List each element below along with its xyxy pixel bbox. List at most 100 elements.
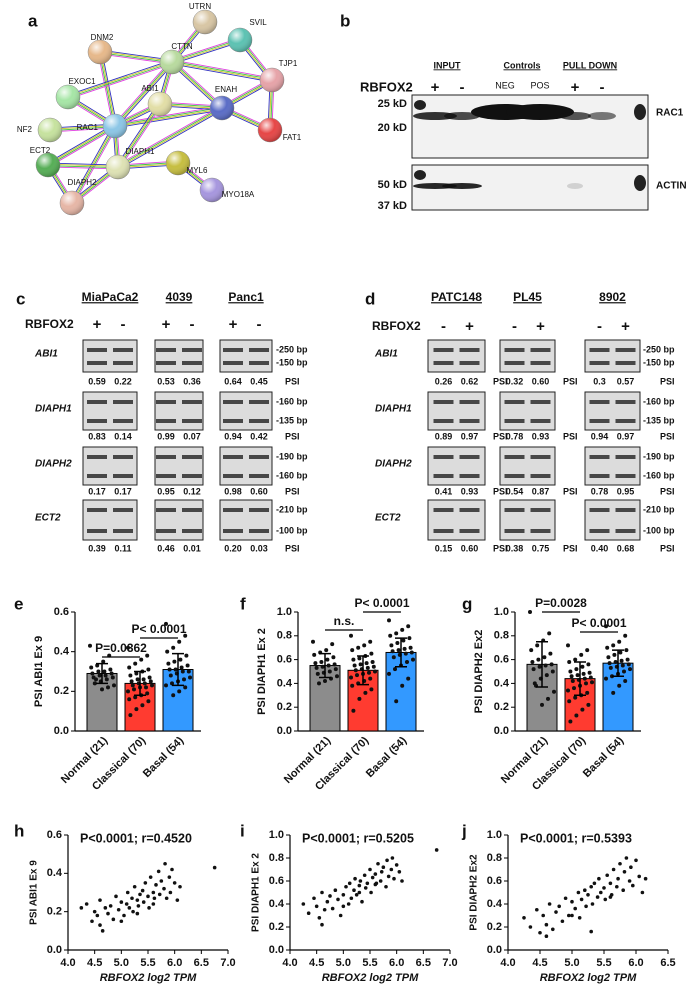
scatter-point — [79, 906, 84, 910]
gel-band — [589, 419, 610, 423]
data-point — [580, 664, 585, 669]
psi-value: 0.32 — [506, 376, 524, 386]
blot-lane: POS — [530, 80, 549, 90]
gene-label: DIAPH1 — [35, 404, 72, 415]
scatter-point — [557, 904, 561, 909]
blot-band — [442, 183, 482, 189]
blot-marker: 25 kD — [378, 98, 407, 110]
scatter-point — [341, 904, 346, 909]
psi-label: PSI — [660, 486, 675, 496]
scatter-point — [317, 916, 322, 920]
data-point — [568, 719, 573, 724]
data-point — [101, 659, 106, 664]
psi-label: PSI — [493, 543, 508, 553]
error-bar — [357, 655, 369, 686]
psi-value: 0.11 — [114, 543, 131, 553]
gene-label: DIAPH2 — [35, 459, 72, 470]
scatter-point — [554, 910, 558, 914]
scatter-point — [637, 874, 641, 879]
blot-marker: 50 kD — [378, 179, 407, 191]
psi-value: 0.39 — [88, 543, 106, 553]
gel-box — [82, 499, 138, 541]
gel-band — [182, 361, 202, 365]
data-point — [146, 667, 151, 672]
x-tick-label: 5.5 — [362, 957, 377, 969]
scatter-point — [98, 898, 102, 902]
data-point — [168, 673, 173, 678]
blot-band — [559, 112, 591, 120]
gel-band — [433, 508, 454, 512]
gel-band — [87, 400, 107, 404]
psi-value: 0.68 — [617, 543, 635, 553]
data-point — [177, 639, 182, 644]
y-tick-label: 0.4 — [47, 867, 63, 879]
x-tick-label: 5.0 — [336, 957, 351, 969]
gel-band — [530, 400, 551, 404]
scatter-point — [353, 876, 357, 881]
data-point — [140, 703, 145, 708]
scatter-point — [138, 892, 142, 897]
data-point — [141, 677, 146, 682]
data-point — [183, 633, 188, 638]
gel-band — [589, 361, 610, 365]
gel-band — [113, 419, 133, 423]
data-point — [182, 677, 186, 682]
scatter-point — [306, 911, 311, 915]
bp-label: -100 bp — [276, 525, 308, 535]
scatter-point — [172, 881, 177, 885]
gel-band — [182, 348, 202, 352]
scatter-point — [175, 898, 180, 902]
bp-label: -150 bp — [276, 357, 308, 367]
error-bar — [134, 670, 146, 697]
bp-label: -160 bp — [643, 470, 675, 480]
gel-band — [156, 400, 176, 404]
network-node-shine — [56, 85, 80, 109]
psi-value: 0.83 — [88, 431, 106, 441]
gel-band — [530, 529, 551, 533]
psi-value: 0.75 — [532, 543, 550, 553]
data-point — [311, 639, 315, 644]
x-tick-label: 7.0 — [220, 957, 235, 969]
scatter-point — [378, 879, 383, 883]
scatter-point — [146, 894, 150, 899]
data-point — [133, 661, 138, 666]
scatter-point — [136, 904, 141, 908]
gel-band — [615, 508, 636, 512]
panel-letter: f — [240, 594, 246, 613]
gel-band — [530, 419, 551, 423]
gel-band — [182, 474, 202, 478]
scatter-point — [615, 884, 619, 889]
data-point — [134, 707, 139, 712]
gel-box — [154, 446, 204, 486]
gel-band — [589, 455, 610, 459]
data-point — [613, 659, 618, 664]
network-edge — [117, 107, 222, 167]
data-point — [349, 633, 353, 638]
data-point — [626, 662, 631, 667]
data-point — [407, 636, 412, 641]
gel-band — [589, 508, 610, 512]
error-bar — [395, 637, 407, 668]
scatter-point — [627, 879, 632, 883]
scatter-point — [352, 888, 356, 892]
scatter-point — [631, 883, 635, 888]
y-tick-label: 0.0 — [54, 725, 69, 737]
scatter-point — [322, 907, 327, 912]
bp-label: -135 bp — [276, 415, 308, 425]
network-node-shine — [193, 10, 217, 34]
data-point — [314, 665, 319, 670]
scatter-point — [130, 896, 134, 901]
data-point — [574, 667, 579, 672]
gel-band — [87, 455, 107, 459]
y-tick-label: 0.6 — [494, 654, 509, 666]
y-tick-label: 0.4 — [487, 898, 503, 910]
gel-band — [156, 529, 176, 533]
gel-band — [589, 529, 610, 533]
y-tick-label: 0.8 — [277, 630, 292, 642]
gel-band — [459, 400, 480, 404]
y-tick-label: 0.4 — [277, 677, 293, 689]
data-point — [617, 639, 622, 644]
significance-label: P< 0.0001 — [571, 616, 626, 630]
psi-label: PSI — [563, 543, 578, 553]
gel-band — [113, 400, 133, 404]
